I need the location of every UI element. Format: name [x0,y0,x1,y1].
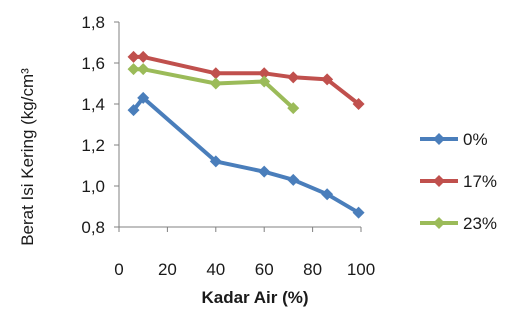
x-tick-label: 20 [158,260,177,279]
chart-legend: 0% 17% 23% [420,130,497,233]
y-tick-label: 1,8 [81,13,105,32]
y-tick-label: 1,2 [81,136,105,155]
data-point-marker [137,63,150,76]
data-point-marker [209,67,222,80]
x-tick-label: 40 [206,260,225,279]
data-point-marker [127,50,140,63]
legend-label-1: 17% [463,172,497,191]
y-axis-ticks: 0,8 1,0 1,2 1,4 1,6 1,8 [81,13,119,237]
data-point-marker [258,165,271,178]
y-tick-label: 1,6 [81,54,105,73]
data-point-marker [287,173,300,186]
data-point-marker [127,104,140,117]
legend-marker-1 [433,175,445,187]
data-point-marker [287,102,300,115]
data-point-marker [321,188,334,201]
legend-marker-0 [433,133,445,145]
x-tick-label: 80 [303,260,322,279]
data-point-marker [137,91,150,104]
data-point-marker [127,63,140,76]
x-axis-ticks: 0 20 40 60 80 100 [114,227,375,279]
data-point-marker [258,75,271,88]
data-point-marker [287,71,300,84]
data-point-marker [258,67,271,80]
x-axis-title: Kadar Air (%) [201,288,308,307]
y-tick-label: 1,0 [81,177,105,196]
data-point-marker [352,206,365,219]
x-tick-label: 0 [114,260,123,279]
legend-label-2: 23% [463,214,497,233]
data-point-marker [352,98,365,110]
x-tick-label: 100 [347,260,375,279]
data-point-marker [137,50,150,63]
data-point-marker [321,73,334,86]
legend-label-0: 0% [463,130,488,149]
chart-axes [118,22,361,228]
data-point-marker [209,155,222,168]
y-axis-title: Berat Isi Kering (kg/cm³ [18,68,37,246]
legend-marker-2 [433,217,445,229]
series-layer [127,50,365,219]
x-tick-label: 60 [255,260,274,279]
data-point-marker [209,77,222,90]
y-tick-label: 1,4 [81,95,105,114]
y-tick-label: 0,8 [81,218,105,237]
